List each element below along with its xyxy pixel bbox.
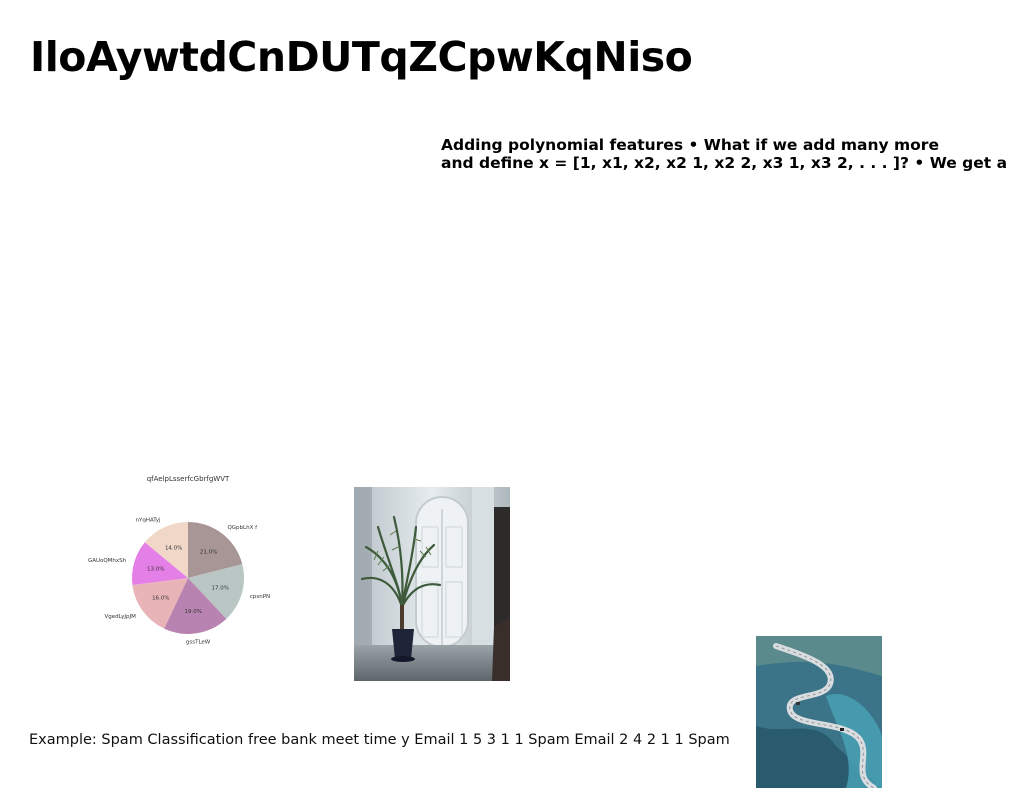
pie-slice-percent: 14.0% bbox=[165, 546, 182, 552]
pie-slice bbox=[144, 522, 188, 578]
pie-slice bbox=[132, 578, 188, 629]
pie-chart-title: qfAelpLsserfcGbrfgWVT bbox=[147, 475, 230, 483]
pie-slice-label: nYqHATyj bbox=[135, 518, 161, 524]
pie-slice-percent: 21.0% bbox=[200, 549, 217, 555]
mountain-road-photo bbox=[756, 636, 882, 788]
pie-slice-percent: 13.0% bbox=[147, 567, 164, 573]
slide-text-block: Adding polynomial features • What if we … bbox=[441, 136, 1024, 172]
pie-chart: qfAelpLsserfcGbrfgWVT 21.0% 17.0% 19.0% 16.… bbox=[80, 470, 280, 680]
pie-slice-label: VgedLyJpJM bbox=[104, 614, 136, 620]
pie-slice bbox=[188, 522, 243, 578]
pie-slice-percent: 19.0% bbox=[185, 609, 202, 615]
pie-slice bbox=[188, 564, 245, 619]
pie-slice-label: cpsnPN bbox=[250, 594, 270, 600]
slide-text-line-1: Adding polynomial features • What if we … bbox=[441, 136, 939, 154]
winding-road-image bbox=[756, 636, 882, 788]
pie-slice-label: QGpbLhX f bbox=[227, 525, 258, 531]
pie-slice-label: gssTLeW bbox=[186, 640, 211, 646]
pie-slice-percent: 16.0% bbox=[152, 596, 169, 602]
page-title: IloAywtdCnDUTqZCpwKqNiso bbox=[30, 33, 693, 81]
pie-chart-svg: qfAelpLsserfcGbrfgWVT 21.0% 17.0% 19.0% 16.… bbox=[88, 475, 270, 646]
pie-slice bbox=[164, 578, 227, 634]
pie-slice bbox=[132, 542, 188, 586]
caption-text: Example: Spam Classification free bank m… bbox=[29, 732, 730, 748]
pie-slice-percent: 17.0% bbox=[212, 585, 229, 591]
room-photo bbox=[354, 487, 510, 681]
slide-text-line-2: and define x = [1, x1, x2, x2 1, x2 2, x… bbox=[441, 154, 1008, 172]
potted-palm-image bbox=[354, 487, 510, 681]
pie-slice-label: GAUoQMhxSh bbox=[88, 558, 127, 564]
